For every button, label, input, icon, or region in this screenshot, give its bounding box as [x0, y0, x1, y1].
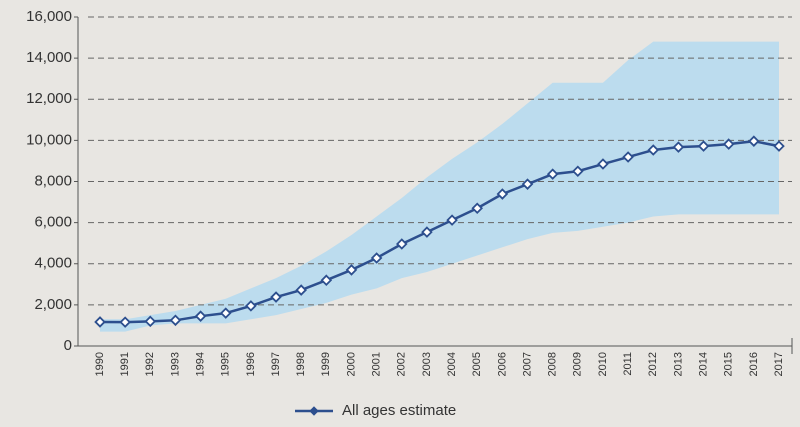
x-tick-label: 1990	[94, 352, 106, 376]
x-tick-label: 2015	[723, 352, 735, 376]
data-point	[572, 165, 584, 177]
x-tick-label: 2004	[446, 352, 458, 376]
data-point	[496, 188, 509, 200]
uncertainty-band	[100, 41, 779, 332]
data-point	[697, 140, 710, 152]
x-tick-label: 2012	[647, 352, 659, 376]
x-tick-label: 2010	[597, 352, 609, 376]
x-tick-label: 2009	[572, 352, 584, 376]
data-point	[119, 316, 131, 328]
data-point	[169, 314, 182, 327]
y-tick-label: 12,000	[26, 90, 72, 107]
series-line	[99, 139, 780, 324]
y-tick-label: 16,000	[26, 8, 72, 25]
data-point	[396, 238, 408, 250]
y-tick-label: 2,000	[34, 296, 72, 313]
legend-label: All ages estimate	[342, 402, 456, 419]
data-point	[773, 140, 785, 152]
data-point	[446, 214, 458, 226]
data-point	[320, 274, 333, 286]
x-tick-label: 1999	[320, 352, 332, 376]
data-point	[144, 315, 157, 328]
data-point	[546, 168, 559, 180]
x-tick-label: 1991	[119, 352, 131, 376]
x-tick-label: 1998	[295, 352, 307, 376]
data-point	[194, 310, 207, 322]
data-point	[521, 178, 534, 190]
x-tick-label: 2007	[521, 352, 533, 376]
x-tick-label: 2014	[697, 352, 709, 376]
x-tick-label: 1997	[270, 352, 282, 376]
legend-marker	[309, 406, 319, 416]
y-tick-label: 4,000	[34, 255, 72, 272]
y-tick-label: 0	[64, 337, 72, 354]
data-point	[672, 141, 685, 153]
x-tick-label: 2000	[345, 352, 357, 376]
x-tick-label: 2006	[496, 352, 508, 376]
x-tick-label: 1994	[194, 352, 206, 376]
x-tick-label: 1996	[245, 352, 257, 376]
data-point	[270, 291, 282, 303]
x-tick-label: 2002	[396, 352, 408, 376]
data-point	[471, 202, 483, 215]
x-tick-label: 1992	[144, 352, 156, 376]
x-tick-label: 1993	[169, 352, 181, 376]
y-tick-label: 14,000	[26, 49, 72, 66]
x-tick-label: 2011	[622, 352, 634, 376]
data-point	[295, 284, 307, 296]
y-tick-label: 6,000	[34, 214, 72, 231]
x-tick-label: 2001	[371, 352, 383, 376]
data-point	[421, 226, 433, 238]
data-point	[748, 135, 760, 147]
x-tick-label: 2016	[748, 352, 760, 376]
data-point	[345, 264, 358, 276]
data-point	[597, 158, 609, 170]
x-tick-label: 2008	[547, 352, 559, 376]
data-point	[722, 138, 735, 150]
x-tick-label: 2003	[421, 352, 433, 376]
data-point	[647, 144, 660, 156]
y-tick-label: 8,000	[34, 172, 72, 189]
x-tick-label: 2013	[672, 352, 684, 376]
data-point	[219, 307, 232, 319]
x-tick-label: 1995	[220, 352, 232, 376]
x-tick-label: 2017	[773, 352, 785, 376]
y-tick-label: 10,000	[26, 131, 72, 148]
data-point	[370, 252, 383, 264]
x-tick-label: 2005	[471, 352, 483, 376]
data-point	[622, 151, 634, 163]
data-point	[245, 300, 257, 312]
data-point	[94, 316, 106, 328]
